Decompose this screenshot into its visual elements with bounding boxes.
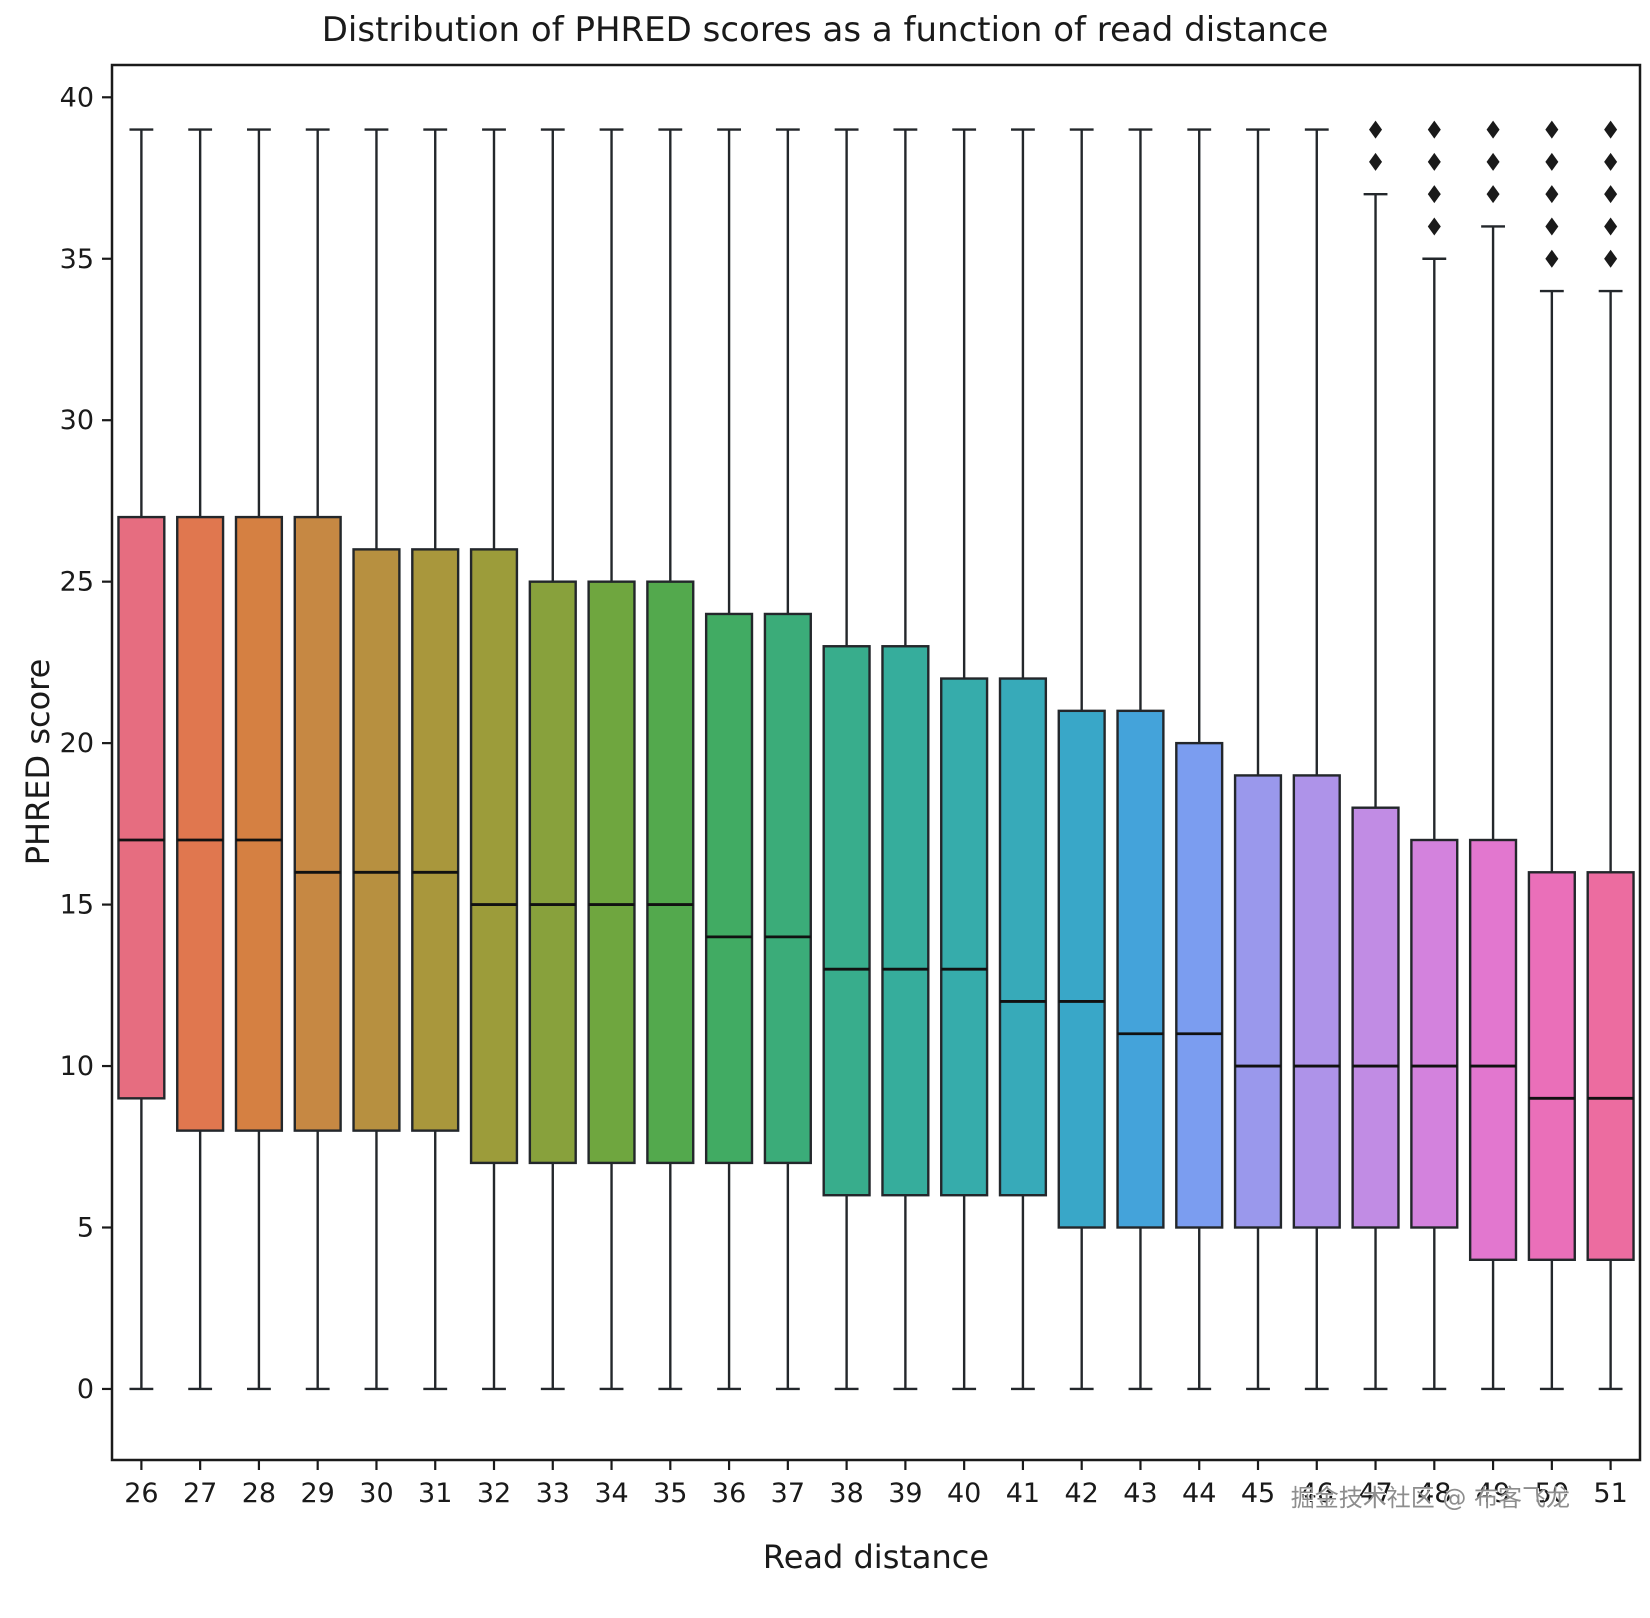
outlier-diamond (1486, 185, 1500, 204)
outlier-diamond (1545, 217, 1559, 236)
x-axis-label: Read distance (762, 1538, 990, 1576)
outlier-diamond (1486, 120, 1500, 139)
iqr-box (1410, 838, 1459, 1229)
x-tick-label: 29 (301, 1478, 335, 1509)
y-tick-label: 35 (60, 244, 94, 275)
iqr-box (117, 515, 166, 1100)
y-tick-label: 5 (77, 1213, 94, 1244)
outlier-diamond (1545, 249, 1559, 268)
iqr-box (1233, 774, 1283, 1229)
x-tick-label: 44 (1182, 1478, 1216, 1509)
y-tick-label: 20 (60, 728, 94, 759)
iqr-box (998, 677, 1048, 1197)
outlier-diamond (1427, 120, 1441, 139)
y-tick-label: 40 (60, 82, 94, 113)
x-tick-label: 38 (829, 1478, 863, 1509)
x-tick-label: 34 (594, 1478, 628, 1509)
outlier-diamond (1545, 152, 1559, 171)
outlier-diamond (1369, 152, 1383, 171)
outlier-diamond (1604, 152, 1618, 171)
iqr-box (1527, 871, 1576, 1261)
x-tick-label: 50 (1535, 1478, 1569, 1509)
chart-title: Distribution of PHRED scores as a functi… (321, 10, 1329, 50)
x-tick-label: 36 (712, 1478, 746, 1509)
outlier-diamond (1486, 152, 1500, 171)
iqr-box (469, 548, 519, 1165)
x-tick-label: 33 (536, 1478, 570, 1509)
y-axis-label: PHRED score (19, 658, 57, 866)
iqr-box (1586, 871, 1635, 1261)
y-tick-label: 15 (60, 890, 94, 921)
x-tick-label: 37 (771, 1478, 805, 1509)
x-tick-label: 48 (1417, 1478, 1451, 1509)
iqr-box (293, 515, 342, 1132)
x-tick-label: 27 (183, 1478, 217, 1509)
x-tick-label: 46 (1300, 1478, 1334, 1509)
x-tick-label: 49 (1476, 1478, 1510, 1509)
iqr-box (763, 612, 812, 1165)
x-tick-label: 31 (418, 1478, 452, 1509)
x-tick-label: 45 (1241, 1478, 1275, 1509)
outlier-diamond (1427, 152, 1441, 171)
plot-frame (110, 63, 1642, 1462)
y-tick-label: 30 (60, 405, 94, 436)
iqr-box (1468, 838, 1518, 1261)
x-tick-label: 42 (1065, 1478, 1099, 1509)
x-tick-label: 28 (242, 1478, 276, 1509)
y-tick-label: 0 (77, 1374, 94, 1405)
iqr-box (822, 645, 871, 1197)
iqr-box (234, 515, 284, 1132)
iqr-box (646, 580, 695, 1165)
x-tick-label: 35 (653, 1478, 687, 1509)
iqr-box (1351, 806, 1400, 1229)
iqr-box (940, 677, 989, 1197)
iqr-box (704, 612, 754, 1165)
iqr-box (587, 580, 636, 1165)
outlier-diamond (1427, 185, 1441, 204)
iqr-box (1175, 741, 1224, 1229)
watermark: 掘金技术社区 @ 布客飞龙 (1290, 1484, 1570, 1512)
iqr-box (411, 548, 460, 1132)
x-tick-label: 47 (1358, 1478, 1392, 1509)
y-tick-label: 10 (60, 1051, 94, 1082)
x-tick-label: 32 (477, 1478, 511, 1509)
x-tick-label: 51 (1593, 1478, 1627, 1509)
x-tick-label: 39 (888, 1478, 922, 1509)
outlier-diamond (1427, 217, 1441, 236)
x-tick-label: 26 (124, 1478, 158, 1509)
iqr-box (1116, 709, 1165, 1229)
iqr-box (1292, 774, 1341, 1229)
iqr-box (1057, 709, 1106, 1229)
x-tick-label: 41 (1006, 1478, 1040, 1509)
iqr-box (176, 515, 225, 1132)
outlier-diamond (1604, 249, 1618, 268)
iqr-box (352, 548, 401, 1132)
iqr-box (528, 580, 577, 1165)
outlier-diamond (1604, 120, 1618, 139)
outlier-diamond (1604, 185, 1618, 204)
outlier-diamond (1369, 120, 1383, 139)
outlier-diamond (1604, 217, 1618, 236)
iqr-box (881, 645, 930, 1197)
x-tick-label: 43 (1123, 1478, 1157, 1509)
outlier-diamond (1545, 185, 1559, 204)
y-tick-label: 25 (60, 567, 94, 598)
outlier-diamond (1545, 120, 1559, 139)
x-tick-label: 30 (359, 1478, 393, 1509)
x-tick-label: 40 (947, 1478, 981, 1509)
